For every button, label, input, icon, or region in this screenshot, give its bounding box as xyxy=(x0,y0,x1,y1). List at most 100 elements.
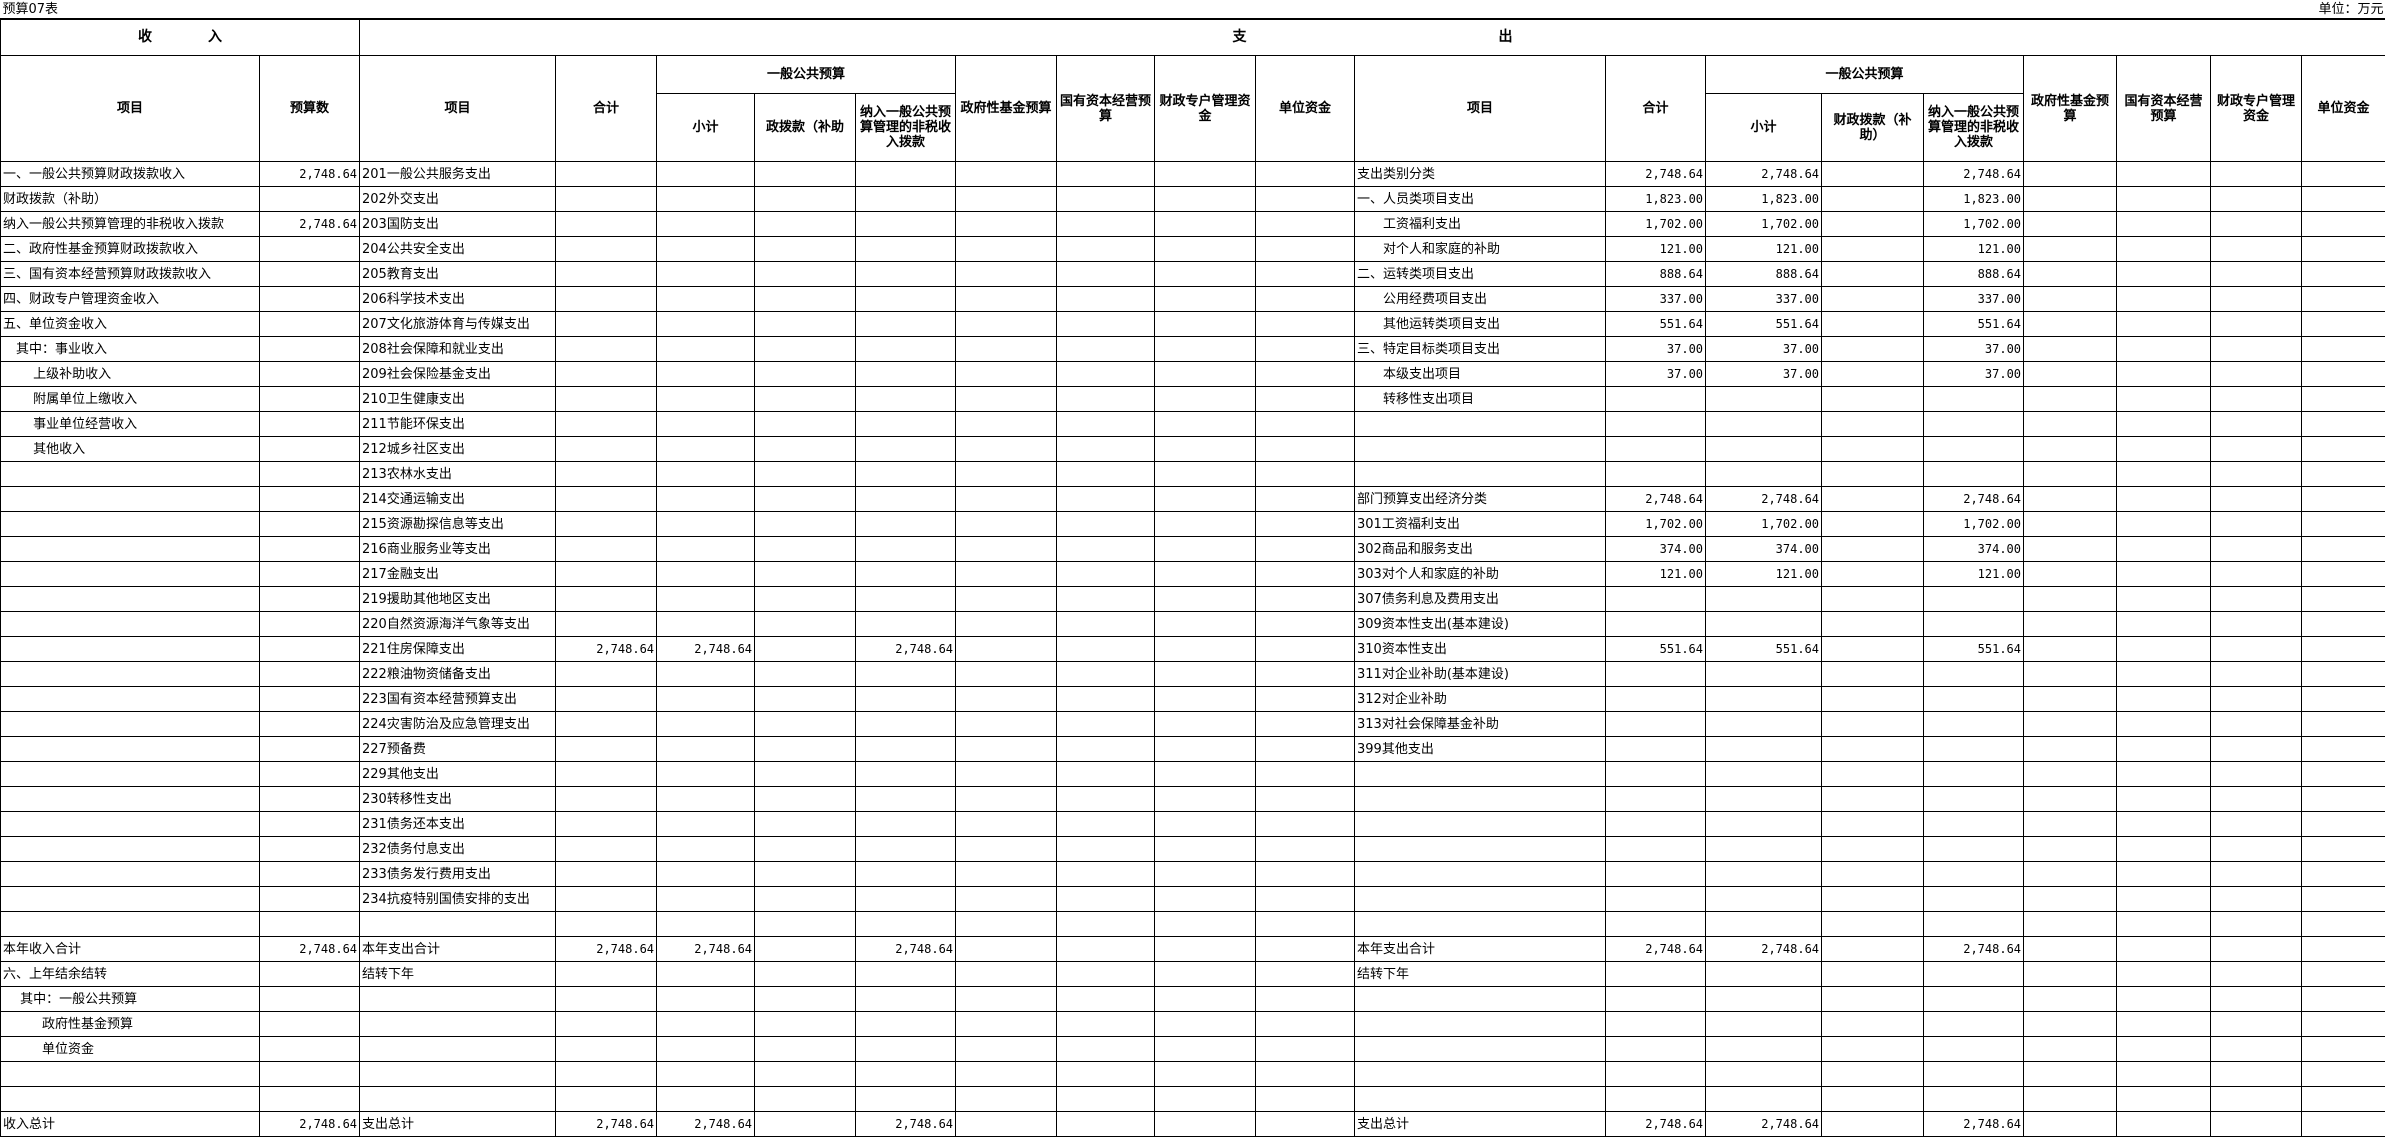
income-item-cell: 附属单位上缴收入 xyxy=(0,386,260,412)
income-value-cell xyxy=(258,1036,361,1062)
econ-value-cell xyxy=(2023,786,2118,812)
col-func-fiscal-grant: 政拨款（补助 xyxy=(754,93,857,162)
econ-value-cell xyxy=(2301,711,2385,737)
econ-value-cell: 1,823.00 xyxy=(1605,186,1707,212)
func-value-cell xyxy=(855,311,957,337)
func-value-cell xyxy=(656,286,756,312)
func-item-cell xyxy=(359,1036,557,1062)
table-row: 附属单位上缴收入 210卫生健康支出 转移性支出项目 xyxy=(0,386,2385,412)
func-value-cell xyxy=(1255,461,1356,487)
func-value-cell xyxy=(754,711,857,737)
func-value-cell xyxy=(754,161,857,187)
econ-value-cell xyxy=(1605,811,1707,837)
income-header: 收 入 xyxy=(0,18,361,56)
econ-value-cell xyxy=(2116,461,2212,487)
econ-value-cell: 1,823.00 xyxy=(1705,186,1823,212)
econ-value-cell: 888.64 xyxy=(1705,261,1823,287)
econ-value-cell xyxy=(2023,686,2118,712)
table-row: 上级补助收入 209社会保险基金支出 本级支出项目 37.00 37.00 37.00 xyxy=(0,361,2385,387)
func-item-cell: 229其他支出 xyxy=(359,761,557,787)
econ-value-cell xyxy=(1705,586,1823,612)
econ-value-cell xyxy=(2023,1086,2118,1112)
func-value-cell xyxy=(656,686,756,712)
econ-item-cell xyxy=(1354,786,1607,812)
econ-value-cell xyxy=(1821,636,1925,662)
econ-value-cell xyxy=(1705,911,1823,937)
func-value-cell xyxy=(555,486,658,512)
econ-value-cell xyxy=(2301,661,2385,687)
table-row: 214交通运输支出 部门预算支出经济分类 2,748.64 2,748.64 2,748… xyxy=(0,486,2385,512)
func-item-cell: 214交通运输支出 xyxy=(359,486,557,512)
func-value-cell xyxy=(555,561,658,587)
table-row: 221住房保障支出 2,748.64 2,748.64 2,748.64 310资本性支… xyxy=(0,636,2385,662)
income-item-cell: 五、单位资金收入 xyxy=(0,311,260,337)
econ-value-cell xyxy=(1923,436,2025,462)
econ-value-cell xyxy=(1923,686,2025,712)
econ-item-cell: 结转下年 xyxy=(1354,961,1607,987)
econ-value-cell xyxy=(1605,736,1707,762)
income-value-cell xyxy=(258,1011,361,1037)
income-value-cell xyxy=(258,836,361,862)
func-value-cell xyxy=(1255,1011,1356,1037)
func-value-cell xyxy=(555,1086,658,1112)
econ-value-cell xyxy=(2116,1036,2212,1062)
func-value-cell xyxy=(555,886,658,912)
econ-value-cell xyxy=(2210,261,2303,287)
econ-value-cell xyxy=(1705,661,1823,687)
func-value-cell xyxy=(754,236,857,262)
econ-value-cell: 37.00 xyxy=(1705,336,1823,362)
func-value-cell xyxy=(555,736,658,762)
func-value-cell xyxy=(555,311,658,337)
func-value-cell xyxy=(1056,936,1156,962)
econ-value-cell xyxy=(1605,661,1707,687)
econ-value-cell xyxy=(1821,186,1925,212)
econ-value-cell xyxy=(1923,711,2025,737)
econ-value-cell xyxy=(1705,436,1823,462)
func-value-cell xyxy=(1154,211,1257,237)
func-value-cell xyxy=(555,161,658,187)
func-value-cell xyxy=(656,661,756,687)
func-value-cell xyxy=(855,261,957,287)
col-econ-nontax: 纳入一般公共预算管理的非税收入拨款 xyxy=(1923,93,2025,162)
econ-value-cell xyxy=(1923,611,2025,637)
econ-value-cell: 374.00 xyxy=(1705,536,1823,562)
econ-value-cell xyxy=(2116,336,2212,362)
econ-value-cell xyxy=(2116,886,2212,912)
func-item-cell: 210卫生健康支出 xyxy=(359,386,557,412)
econ-value-cell xyxy=(2301,186,2385,212)
func-item-cell: 224灾害防治及应急管理支出 xyxy=(359,711,557,737)
econ-value-cell xyxy=(2116,986,2212,1012)
econ-value-cell xyxy=(1821,461,1925,487)
income-value-cell xyxy=(258,236,361,262)
econ-value-cell: 2,748.64 xyxy=(1923,1111,2025,1137)
func-value-cell xyxy=(955,961,1058,987)
func-value-cell xyxy=(754,461,857,487)
econ-value-cell: 888.64 xyxy=(1923,261,2025,287)
func-value-cell xyxy=(555,811,658,837)
func-value-cell xyxy=(955,861,1058,887)
func-item-cell: 222粮油物资储备支出 xyxy=(359,661,557,687)
econ-value-cell: 2,748.64 xyxy=(1705,486,1823,512)
econ-value-cell xyxy=(1923,1011,2025,1037)
econ-value-cell xyxy=(1605,861,1707,887)
econ-value-cell: 2,748.64 xyxy=(1923,936,2025,962)
econ-value-cell xyxy=(2116,561,2212,587)
func-value-cell xyxy=(1056,561,1156,587)
econ-value-cell xyxy=(1821,561,1925,587)
func-value-cell xyxy=(1056,436,1156,462)
income-item-cell xyxy=(0,836,260,862)
income-value-cell xyxy=(258,636,361,662)
econ-value-cell: 1,702.00 xyxy=(1923,211,2025,237)
econ-item-cell: 支出总计 xyxy=(1354,1111,1607,1137)
econ-value-cell xyxy=(2023,386,2118,412)
econ-value-cell xyxy=(1705,861,1823,887)
func-item-cell xyxy=(359,911,557,937)
func-item-cell: 232债务付息支出 xyxy=(359,836,557,862)
func-item-cell: 234抗疫特别国债安排的支出 xyxy=(359,886,557,912)
func-value-cell xyxy=(1154,611,1257,637)
func-item-cell xyxy=(359,1086,557,1112)
func-value-cell xyxy=(955,1111,1058,1137)
income-item-cell xyxy=(0,536,260,562)
func-value-cell xyxy=(955,261,1058,287)
func-value-cell xyxy=(754,386,857,412)
